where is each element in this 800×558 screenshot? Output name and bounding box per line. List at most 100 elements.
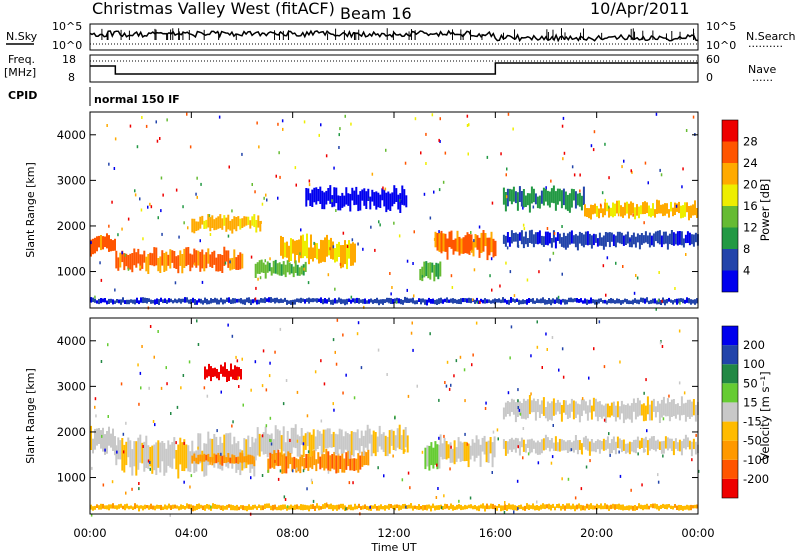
velocity-band-0-column <box>114 436 116 456</box>
power-band-11-column <box>100 298 102 304</box>
power-band-10-column <box>355 186 358 205</box>
velocity-speck <box>449 467 451 471</box>
velocity-band-11-column <box>606 504 608 510</box>
power-band-8-column <box>670 201 672 212</box>
power-band-11-column <box>580 298 582 303</box>
power-band-11-column <box>398 298 400 304</box>
power-speck <box>439 117 441 121</box>
power-band-8-column <box>630 201 632 216</box>
velocity-speck <box>484 407 487 410</box>
velocity-speck <box>645 378 647 382</box>
power-band-2-column <box>195 221 198 231</box>
velocity-band-11-column <box>120 503 122 508</box>
velocity-band-9-column <box>626 443 629 453</box>
power-band-1-column <box>239 252 242 270</box>
velocity-band-4-column <box>313 450 316 466</box>
velocity-band-8-column <box>564 400 567 415</box>
velocity-band-8-column <box>544 407 547 419</box>
power-speck <box>657 298 660 302</box>
velocity-band-3-column <box>276 429 279 450</box>
velocity-speck <box>445 384 448 388</box>
velocity-colorbar-swatch <box>722 421 738 441</box>
power-speck <box>602 264 605 268</box>
velocity-band-0-column <box>100 430 102 449</box>
power-band-11-column <box>486 299 488 304</box>
velocity-speck <box>436 463 438 467</box>
power-band-11-column <box>382 299 384 305</box>
velocity-band-2-column <box>215 454 218 464</box>
velocity-band-9-column <box>560 439 563 451</box>
power-band-9-column <box>502 234 505 244</box>
power-band-9-column <box>642 235 645 244</box>
velocity-band-11-column <box>312 504 314 509</box>
velocity-band-11-column <box>328 504 330 510</box>
power-band-11-column <box>258 299 260 305</box>
power-band-8-column <box>658 200 660 214</box>
power-band-3-column <box>350 243 352 266</box>
velocity-band-11-column <box>290 504 292 510</box>
velocity-speck <box>475 321 478 325</box>
power-speck <box>145 124 148 128</box>
power-band-1-column <box>195 250 198 268</box>
power-speck <box>395 300 398 304</box>
power-band-3-column <box>312 247 314 262</box>
velocity-band-3-column <box>264 426 267 454</box>
velocity-speck <box>116 450 118 454</box>
power-band-1-column <box>127 255 130 270</box>
velocity-band-9-column <box>530 438 533 453</box>
velocity-band-9-column <box>672 441 675 456</box>
power-band-11-column <box>344 299 346 306</box>
velocity-band-1-column <box>133 441 136 467</box>
velocity-band-1-column <box>167 440 170 466</box>
power-speck <box>127 267 130 271</box>
power-band-1-column <box>199 251 202 272</box>
power-colorbar-tick: 8 <box>743 242 750 256</box>
velocity-band-11-column <box>326 504 328 508</box>
velocity-colorbar-swatch <box>722 383 738 403</box>
power-speck <box>263 196 265 200</box>
velocity-band-9-column <box>518 441 521 456</box>
velocity-band-9-column <box>592 442 595 452</box>
power-speck <box>425 132 427 136</box>
power-band-11-column <box>228 297 230 303</box>
power-band-11-column <box>672 300 674 305</box>
power-speck <box>420 151 422 155</box>
velocity-speck <box>182 374 185 377</box>
power-speck <box>277 122 279 126</box>
velocity-band-7-column <box>485 441 488 463</box>
velocity-band-8-column <box>664 403 667 417</box>
power-band-7-column <box>570 188 573 208</box>
velocity-band-8-column <box>606 403 609 418</box>
velocity-band-9-column <box>694 441 697 455</box>
power-band-2-column <box>211 215 214 228</box>
velocity-band-9-column <box>598 440 601 454</box>
velocity-band-1-column <box>227 433 230 469</box>
power-band-11-column <box>616 298 618 304</box>
power-speck <box>278 151 280 155</box>
velocity-band-4-column <box>323 454 326 471</box>
velocity-colorbar-swatch <box>722 326 738 346</box>
velocity-band-4-column <box>299 454 302 474</box>
power-band-11-column <box>650 299 652 304</box>
power-band-9-column <box>602 235 605 250</box>
power-band-11-column <box>376 297 378 304</box>
velocity-speck <box>342 333 344 337</box>
velocity-band-4-column <box>279 452 282 466</box>
power-speck <box>546 227 549 230</box>
velocity-band-10-column <box>224 362 226 377</box>
velocity-band-11-column <box>588 504 590 510</box>
power-colorbar-tick: 20 <box>743 178 758 192</box>
power-band-0-column <box>90 239 92 257</box>
velocity-band-4-column <box>277 449 280 467</box>
velocity-band-5-column <box>382 432 385 452</box>
power-band-11-column <box>484 298 486 304</box>
nsky-trace <box>89 29 699 43</box>
power-band-11-column <box>600 298 602 302</box>
power-band-11-column <box>318 298 320 302</box>
power-speck <box>592 148 595 152</box>
velocity-band-1-column <box>153 444 156 471</box>
velocity-band-8-column <box>520 403 523 419</box>
velocity-band-8-column <box>504 402 507 417</box>
power-speck <box>571 165 574 169</box>
power-band-11-column <box>598 298 600 304</box>
